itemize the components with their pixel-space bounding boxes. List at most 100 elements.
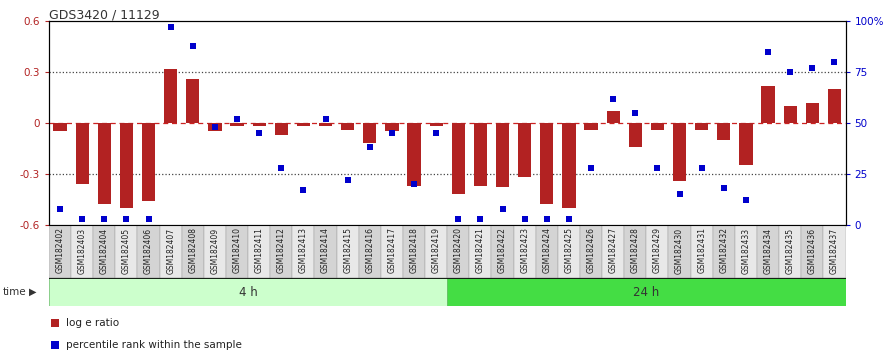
Text: GSM182403: GSM182403 bbox=[77, 227, 86, 274]
Bar bbox=[296, 123, 310, 126]
Bar bbox=[98, 123, 111, 205]
Bar bbox=[540, 123, 554, 205]
Bar bbox=[204, 225, 226, 278]
Text: ▶: ▶ bbox=[29, 287, 36, 297]
Bar bbox=[182, 225, 204, 278]
Text: percentile rank within the sample: percentile rank within the sample bbox=[67, 339, 242, 350]
Bar bbox=[585, 123, 598, 130]
Bar bbox=[514, 225, 536, 278]
Text: GSM182422: GSM182422 bbox=[498, 227, 507, 273]
Text: GSM182415: GSM182415 bbox=[344, 227, 352, 273]
Bar bbox=[253, 123, 266, 126]
Bar bbox=[448, 278, 846, 306]
Bar bbox=[783, 106, 797, 123]
Bar bbox=[363, 123, 376, 143]
Text: GSM182411: GSM182411 bbox=[255, 227, 263, 273]
Text: GSM182406: GSM182406 bbox=[144, 227, 153, 274]
Text: 4 h: 4 h bbox=[239, 286, 257, 298]
Bar bbox=[425, 225, 448, 278]
Bar bbox=[518, 123, 531, 177]
Bar bbox=[828, 89, 841, 123]
Text: GSM182408: GSM182408 bbox=[189, 227, 198, 273]
Text: GSM182413: GSM182413 bbox=[299, 227, 308, 273]
Bar bbox=[558, 225, 580, 278]
Bar bbox=[49, 225, 71, 278]
Text: GSM182402: GSM182402 bbox=[55, 227, 64, 273]
Text: GSM182414: GSM182414 bbox=[321, 227, 330, 273]
Bar bbox=[491, 225, 514, 278]
Bar bbox=[208, 123, 222, 131]
Text: GSM182428: GSM182428 bbox=[631, 227, 640, 273]
Bar bbox=[757, 225, 779, 278]
Text: GSM182434: GSM182434 bbox=[764, 227, 773, 274]
Text: GSM182410: GSM182410 bbox=[232, 227, 241, 273]
Bar bbox=[137, 225, 159, 278]
Text: GSM182431: GSM182431 bbox=[697, 227, 706, 273]
Bar bbox=[408, 123, 421, 186]
Bar bbox=[496, 123, 509, 188]
Text: GSM182421: GSM182421 bbox=[476, 227, 485, 273]
Bar bbox=[381, 225, 403, 278]
Bar bbox=[536, 225, 558, 278]
Text: GSM182412: GSM182412 bbox=[277, 227, 286, 273]
Text: GSM182437: GSM182437 bbox=[830, 227, 839, 274]
Bar bbox=[341, 123, 354, 130]
Bar bbox=[646, 225, 668, 278]
Text: GSM182424: GSM182424 bbox=[542, 227, 551, 273]
Bar bbox=[580, 225, 603, 278]
Text: GSM182404: GSM182404 bbox=[100, 227, 109, 274]
Text: GSM182405: GSM182405 bbox=[122, 227, 131, 274]
Bar bbox=[628, 123, 642, 147]
Text: GSM182416: GSM182416 bbox=[365, 227, 375, 273]
Text: GSM182432: GSM182432 bbox=[719, 227, 728, 273]
Bar bbox=[673, 123, 686, 181]
Text: GSM182429: GSM182429 bbox=[653, 227, 662, 273]
Bar bbox=[473, 123, 487, 186]
Text: log e ratio: log e ratio bbox=[67, 318, 119, 329]
Bar bbox=[805, 103, 819, 123]
Text: GDS3420 / 11129: GDS3420 / 11129 bbox=[49, 9, 159, 22]
Text: time: time bbox=[3, 287, 27, 297]
Bar bbox=[292, 225, 314, 278]
Bar bbox=[226, 225, 248, 278]
Bar bbox=[801, 225, 823, 278]
Bar bbox=[319, 123, 332, 126]
Bar bbox=[76, 123, 89, 184]
Bar bbox=[624, 225, 646, 278]
Text: GSM182418: GSM182418 bbox=[409, 227, 418, 273]
Text: GSM182423: GSM182423 bbox=[520, 227, 530, 273]
Bar bbox=[469, 225, 491, 278]
Bar bbox=[651, 123, 664, 130]
Bar bbox=[562, 123, 576, 208]
Bar bbox=[385, 123, 399, 131]
Bar bbox=[93, 225, 116, 278]
Bar bbox=[159, 225, 182, 278]
Bar bbox=[717, 123, 731, 140]
Bar bbox=[142, 123, 155, 201]
Text: GSM182409: GSM182409 bbox=[210, 227, 220, 274]
Text: GSM182419: GSM182419 bbox=[432, 227, 441, 273]
Bar bbox=[275, 123, 288, 135]
Text: GSM182435: GSM182435 bbox=[786, 227, 795, 274]
Bar bbox=[71, 225, 93, 278]
Bar bbox=[735, 225, 757, 278]
Text: 24 h: 24 h bbox=[634, 286, 659, 298]
Text: GSM182425: GSM182425 bbox=[564, 227, 573, 273]
Bar bbox=[713, 225, 735, 278]
Text: GSM182433: GSM182433 bbox=[741, 227, 750, 274]
Bar bbox=[231, 123, 244, 126]
Bar bbox=[603, 225, 624, 278]
Text: GSM182426: GSM182426 bbox=[587, 227, 595, 273]
Bar bbox=[430, 123, 443, 126]
Bar bbox=[740, 123, 753, 165]
Bar bbox=[762, 86, 774, 123]
Bar bbox=[359, 225, 381, 278]
Bar bbox=[668, 225, 691, 278]
Text: GSM182407: GSM182407 bbox=[166, 227, 175, 274]
Bar bbox=[248, 225, 271, 278]
Bar bbox=[607, 111, 619, 123]
Bar bbox=[186, 79, 199, 123]
Text: GSM182436: GSM182436 bbox=[808, 227, 817, 274]
Text: GSM182430: GSM182430 bbox=[675, 227, 684, 274]
Bar bbox=[695, 123, 708, 130]
